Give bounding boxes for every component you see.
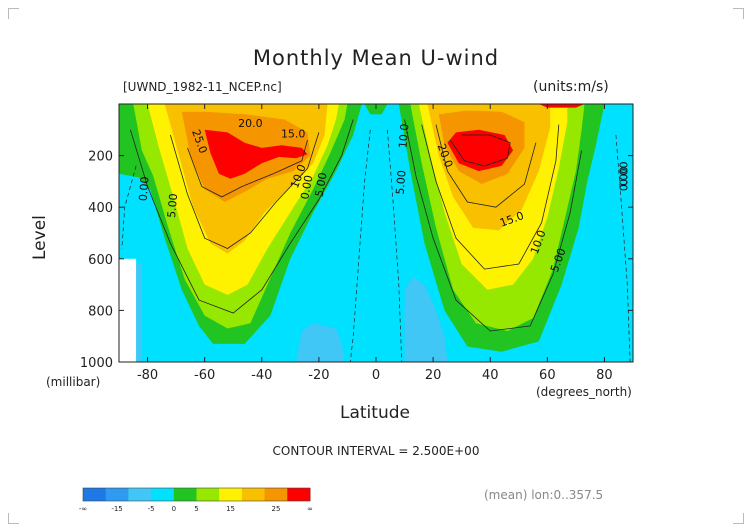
contour-label: 5.00 xyxy=(313,171,330,197)
contour-line xyxy=(449,134,511,167)
contour-line-dashed xyxy=(121,165,137,249)
contour-line xyxy=(421,124,560,270)
easterly-pocket-north xyxy=(404,276,448,362)
contour-label: 5.00 xyxy=(165,193,180,219)
contour-label: 10.0 xyxy=(396,123,411,149)
colorbar-swatch xyxy=(264,488,288,501)
x-axis: -80 -60 -40 -20 0 20 40 60 80 xyxy=(137,104,613,383)
x-tick-label: -60 xyxy=(194,368,215,383)
x-tick-label: -80 xyxy=(137,368,158,383)
y-tick-label: 1000 xyxy=(80,356,113,371)
easterly-pocket-south xyxy=(296,323,345,362)
y-tick-label: 200 xyxy=(88,150,113,165)
missing-data-edge xyxy=(136,263,142,362)
contour-label: 5.00 xyxy=(394,170,409,196)
contour-line xyxy=(187,139,308,198)
contour-line-dashed xyxy=(615,134,631,362)
contour-line-dashed xyxy=(349,129,371,362)
corner-mark-bottom-left xyxy=(8,513,19,524)
contour-label: 0.00 xyxy=(617,167,630,192)
corner-mark-top-right xyxy=(733,8,744,19)
x-tick-label: 0 xyxy=(372,368,380,383)
x-tick-label: 80 xyxy=(596,368,613,383)
y-axis-unit: (millibar) xyxy=(46,375,101,389)
contour-line-dashed xyxy=(387,129,403,362)
y-tick-label: 600 xyxy=(88,253,113,268)
colorbar-label: 5 xyxy=(194,505,198,513)
colorbar-swatch xyxy=(196,488,220,501)
colorbar-swatch xyxy=(105,488,129,501)
northern-upper-core xyxy=(538,104,585,108)
colorbar-label: 0 xyxy=(172,505,176,513)
x-tick-label: -20 xyxy=(308,368,329,383)
colorbar-swatch xyxy=(151,488,175,501)
colorbar-label: -5 xyxy=(148,505,155,513)
missing-data-gap xyxy=(119,258,137,362)
y-axis-label: Level xyxy=(30,215,50,260)
colorbar-swatch xyxy=(128,488,152,501)
contour-label: 20.0 xyxy=(238,117,263,130)
x-tick-label: -40 xyxy=(251,368,272,383)
colorbar-label: ∞ xyxy=(307,505,313,513)
contour-line-group xyxy=(121,119,631,362)
colorbar-label: -15 xyxy=(111,505,122,513)
contour-label: 0.00 xyxy=(137,176,152,202)
units-label: (units:m/s) xyxy=(533,79,609,95)
contour-label: 0.00 xyxy=(298,174,315,200)
y-axis: 200 400 600 800 1000 xyxy=(80,150,633,371)
x-tick-label: 20 xyxy=(425,368,442,383)
x-tick-label: 60 xyxy=(539,368,556,383)
colorbar-label: 25 xyxy=(271,505,280,513)
y-tick-label: 400 xyxy=(88,201,113,216)
southern-jet-core xyxy=(204,129,308,179)
x-tick-label: 40 xyxy=(482,368,499,383)
longitude-range-note: (mean) lon:0..357.5 xyxy=(484,488,604,502)
colorbar-swatch xyxy=(173,488,197,501)
corner-mark-bottom-right xyxy=(733,513,744,524)
contour-line xyxy=(404,119,582,332)
dataset-label: [UWND_1982-11_NCEP.nc] xyxy=(123,80,282,94)
colorbar-label: -∞ xyxy=(79,505,87,513)
chart-title: Monthly Mean U-wind xyxy=(252,46,500,70)
colorbar-swatch xyxy=(219,488,243,501)
northern-jet-core xyxy=(447,129,514,172)
contour-label: 15.0 xyxy=(281,128,306,141)
contour-interval-note: CONTOUR INTERVAL = 2.500E+00 xyxy=(272,444,480,458)
contour-line xyxy=(170,132,320,249)
colorbar-swatch xyxy=(83,488,107,501)
y-tick-label: 800 xyxy=(88,304,113,319)
contour-label: 0.00 xyxy=(617,161,630,186)
colorbar-swatch xyxy=(241,488,266,501)
equator-top-band xyxy=(364,104,388,115)
contour-fill-group xyxy=(119,104,633,362)
colorbar: -∞ -15 -5 0 5 15 25 ∞ xyxy=(79,487,313,513)
x-axis-label: Latitude xyxy=(340,403,410,423)
contour-line xyxy=(435,124,537,208)
contour-line xyxy=(130,119,354,314)
colorbar-frame xyxy=(82,487,311,502)
colorbar-label: 15 xyxy=(226,505,235,513)
colorbar-swatch xyxy=(287,488,311,501)
corner-mark-top-left xyxy=(8,8,19,19)
x-axis-unit: (degrees_north) xyxy=(536,385,632,399)
